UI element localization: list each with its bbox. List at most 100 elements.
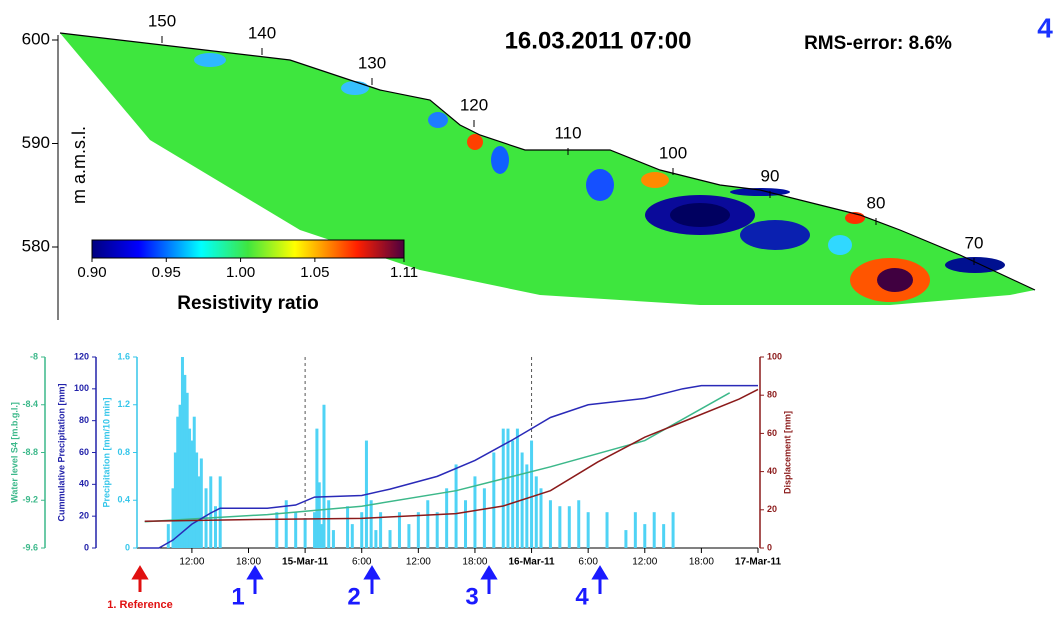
y-axis-title: Water level S4 [m.b.g.l.] xyxy=(9,402,19,503)
y-tick-label: 40 xyxy=(767,466,777,476)
y-axis-title: Cummulative Precipitation [mm] xyxy=(56,383,66,521)
precip-bar xyxy=(369,500,373,548)
precip-bar xyxy=(284,500,288,548)
rms: RMS-error: 8.6% xyxy=(804,33,952,54)
x-tick-label: 6:00 xyxy=(578,557,598,568)
precip-bar xyxy=(183,374,187,548)
y-tick-label: 1.6 xyxy=(117,351,130,361)
series-line xyxy=(144,392,731,523)
electrode-label: 80 xyxy=(867,193,886,212)
colorbar-tick-label: 0.95 xyxy=(152,264,181,281)
x-tick-label: 12:00 xyxy=(179,557,204,568)
y-tick-label: 580 xyxy=(22,236,50,255)
series-line xyxy=(144,388,759,523)
precip-bar xyxy=(320,524,324,548)
y-tick-label: 0.4 xyxy=(117,495,130,505)
marker-label: 3 xyxy=(465,583,478,610)
surface xyxy=(59,32,1036,291)
precip-bar xyxy=(313,512,317,548)
precip-bar xyxy=(624,530,628,548)
precip-bar xyxy=(185,392,189,548)
precip-bar xyxy=(605,512,609,548)
precip-bar xyxy=(473,476,477,548)
precip-bar xyxy=(530,440,534,548)
section: m a.m.s.l. 16.03.2011 07:00 RMS-error: 8… xyxy=(57,12,1053,320)
precip-bar xyxy=(464,500,468,548)
electrode-label: 130 xyxy=(358,53,386,72)
electrode-label: 140 xyxy=(248,23,276,42)
colorbar-label: Resistivity ratio xyxy=(177,293,319,314)
precip-bar xyxy=(558,506,562,548)
precip-bar xyxy=(331,530,335,548)
precip-bar xyxy=(303,518,307,548)
precip-bar xyxy=(388,530,392,548)
precip-bar xyxy=(534,476,538,548)
precip-bar xyxy=(407,524,411,548)
markers: 1. Reference 1 2 3 4 xyxy=(107,565,609,611)
y-tick-label: 100 xyxy=(767,351,782,361)
precip-bar xyxy=(346,506,350,548)
precip-bar xyxy=(275,512,279,548)
precip-bar xyxy=(511,440,515,548)
y-axis-title: Displacement [mm] xyxy=(782,411,792,494)
y-tick-label: 60 xyxy=(767,428,777,438)
title: 16.03.2011 07:00 xyxy=(505,27,692,54)
colorbar-tick-label: 1.11 xyxy=(390,264,418,281)
colorbar-tick-label: 0.90 xyxy=(77,264,106,281)
y-tick-label: 600 xyxy=(22,29,50,48)
x-tick-label: 17-Mar-11 xyxy=(735,557,782,568)
precip-bar xyxy=(633,512,637,548)
y-tick-label: -9.2 xyxy=(22,495,38,505)
precip-bar xyxy=(315,428,319,548)
y-tick-label: 0.8 xyxy=(117,447,130,457)
y-tick-label: 120 xyxy=(74,351,89,361)
y-tick-label: 0 xyxy=(125,542,130,552)
precip-bar xyxy=(577,500,581,548)
x-tick-label: 16-Mar-11 xyxy=(508,557,555,568)
electrode-label: 150 xyxy=(148,11,176,30)
y-tick-label: 0 xyxy=(767,542,772,552)
precip-bar xyxy=(506,428,510,548)
precip-bar xyxy=(166,524,170,548)
x-tick-label: 12:00 xyxy=(406,557,431,568)
marker-label: 2 xyxy=(347,583,360,610)
precip-bar xyxy=(397,512,401,548)
precip-bar xyxy=(454,464,458,548)
precip-bar xyxy=(492,452,496,548)
precip-bar xyxy=(327,500,331,548)
electrode-label: 110 xyxy=(554,123,581,142)
precip-bar xyxy=(218,476,222,548)
y-tick-label: 60 xyxy=(79,447,89,457)
electrode-label: 70 xyxy=(965,233,984,252)
y-tick-label: 20 xyxy=(767,504,777,514)
precip-bar xyxy=(171,488,175,548)
electrode-label: 120 xyxy=(460,95,488,114)
precip-bar xyxy=(525,464,529,548)
y-axis-title: Precipitation [mm/10 min] xyxy=(101,397,111,507)
precip-bar xyxy=(192,416,196,548)
y-tick-label: 40 xyxy=(79,479,89,489)
electrode-label: 100 xyxy=(659,143,687,162)
precip-bar xyxy=(199,458,203,548)
precip-bar xyxy=(178,404,182,548)
electrode-label: 90 xyxy=(761,166,780,185)
y-tick-label: -8 xyxy=(30,351,38,361)
y-tick-label: 80 xyxy=(767,390,777,400)
x-tick-label: 6:00 xyxy=(352,557,372,568)
precip-bar xyxy=(190,440,194,548)
precip-bar xyxy=(445,488,449,548)
precip-bar xyxy=(662,524,666,548)
precip-bar xyxy=(416,512,420,548)
precip-bar xyxy=(435,512,439,548)
precip-bar xyxy=(322,404,326,548)
precip-bar xyxy=(180,357,184,548)
panel-number: 4 xyxy=(1037,12,1053,43)
precip-bar xyxy=(671,512,675,548)
colorbar-tick-label: 1.00 xyxy=(226,264,255,281)
precip-bar xyxy=(539,488,543,548)
precip-bar xyxy=(195,452,199,548)
precip-bar xyxy=(652,512,656,548)
x-tick-label: 12:00 xyxy=(632,557,657,568)
y-label: m a.m.s.l. xyxy=(69,126,89,204)
